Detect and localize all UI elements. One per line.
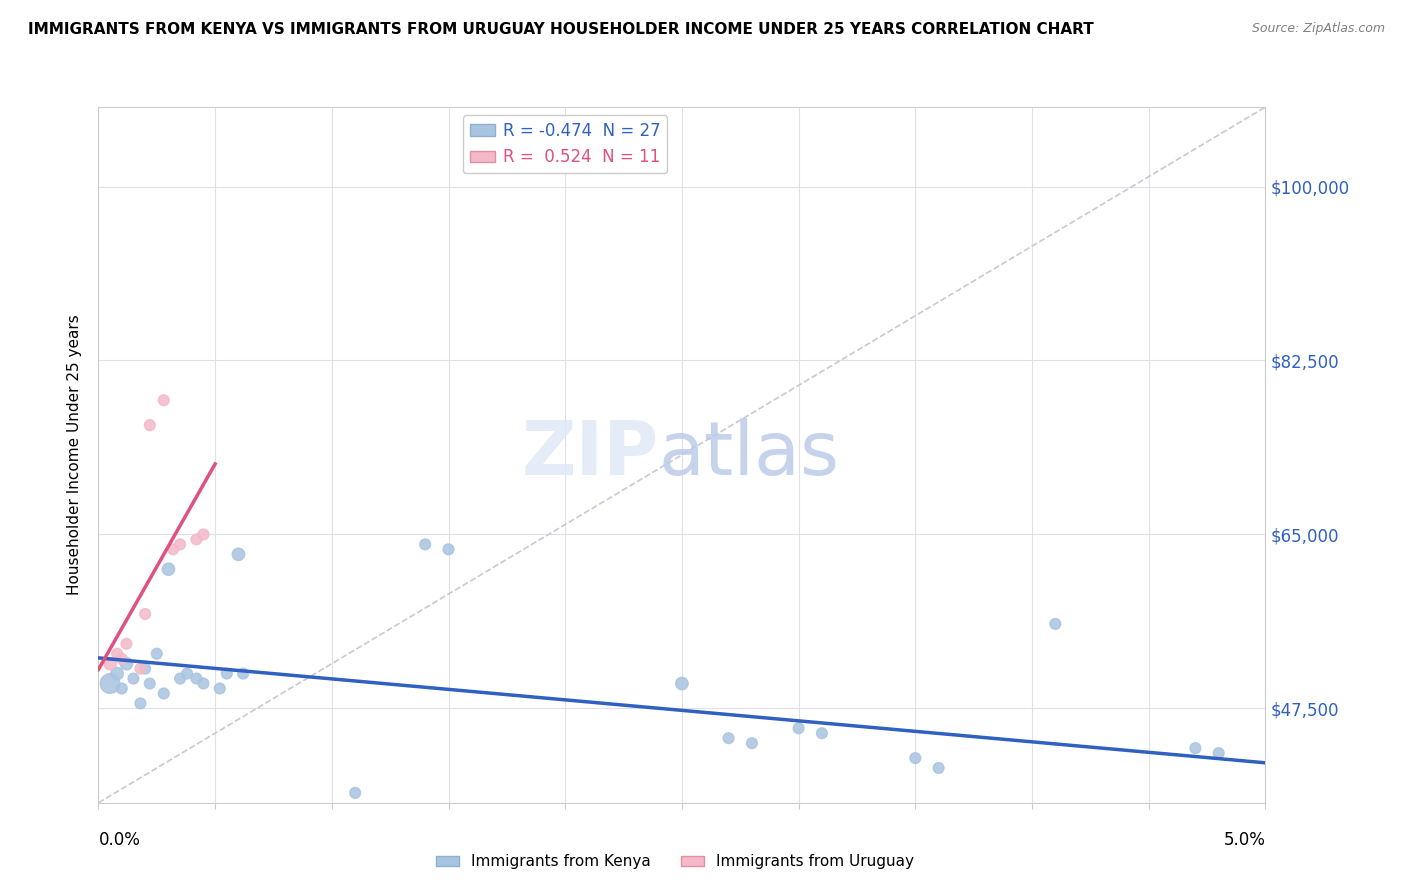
Point <box>134 662 156 676</box>
Point <box>152 686 174 700</box>
Y-axis label: Householder Income Under 25 years: Householder Income Under 25 years <box>67 315 83 595</box>
Point <box>1045 616 1067 631</box>
Point <box>193 676 215 690</box>
Point <box>157 562 180 576</box>
Point <box>215 666 238 681</box>
Point <box>139 676 162 690</box>
Point <box>169 537 191 551</box>
Point <box>115 657 138 671</box>
Point <box>122 672 145 686</box>
Point <box>413 537 436 551</box>
Legend: Immigrants from Kenya, Immigrants from Uruguay: Immigrants from Kenya, Immigrants from U… <box>429 848 921 875</box>
Point <box>787 721 810 735</box>
Point <box>139 418 162 433</box>
Point <box>129 662 152 676</box>
Point <box>186 533 208 547</box>
Point <box>1184 741 1206 756</box>
Point <box>98 676 121 690</box>
Point <box>904 751 927 765</box>
Text: IMMIGRANTS FROM KENYA VS IMMIGRANTS FROM URUGUAY HOUSEHOLDER INCOME UNDER 25 YEA: IMMIGRANTS FROM KENYA VS IMMIGRANTS FROM… <box>28 22 1094 37</box>
Point <box>176 666 198 681</box>
Point <box>193 527 215 541</box>
Point <box>811 726 834 740</box>
Point <box>928 761 950 775</box>
Point <box>695 815 717 830</box>
Point <box>152 393 174 408</box>
Point <box>671 676 693 690</box>
Point <box>98 657 121 671</box>
Point <box>344 786 367 800</box>
Point <box>111 651 134 665</box>
Text: ZIP: ZIP <box>522 418 658 491</box>
Point <box>1208 746 1230 760</box>
Point <box>437 542 460 557</box>
Point <box>111 681 134 696</box>
Point <box>232 666 254 681</box>
Text: 5.0%: 5.0% <box>1223 830 1265 848</box>
Legend: R = -0.474  N = 27, R =  0.524  N = 11: R = -0.474 N = 27, R = 0.524 N = 11 <box>463 115 668 173</box>
Point <box>208 681 231 696</box>
Point <box>717 731 740 746</box>
Text: atlas: atlas <box>658 418 839 491</box>
Point <box>134 607 156 621</box>
Point <box>115 637 138 651</box>
Point <box>105 647 128 661</box>
Point <box>146 647 169 661</box>
Point <box>105 666 128 681</box>
Point <box>186 672 208 686</box>
Point <box>741 736 763 750</box>
Point <box>228 547 250 561</box>
Point <box>162 542 184 557</box>
Text: Source: ZipAtlas.com: Source: ZipAtlas.com <box>1251 22 1385 36</box>
Point <box>169 672 191 686</box>
Text: 0.0%: 0.0% <box>98 830 141 848</box>
Point <box>129 697 152 711</box>
Point <box>1243 805 1265 820</box>
